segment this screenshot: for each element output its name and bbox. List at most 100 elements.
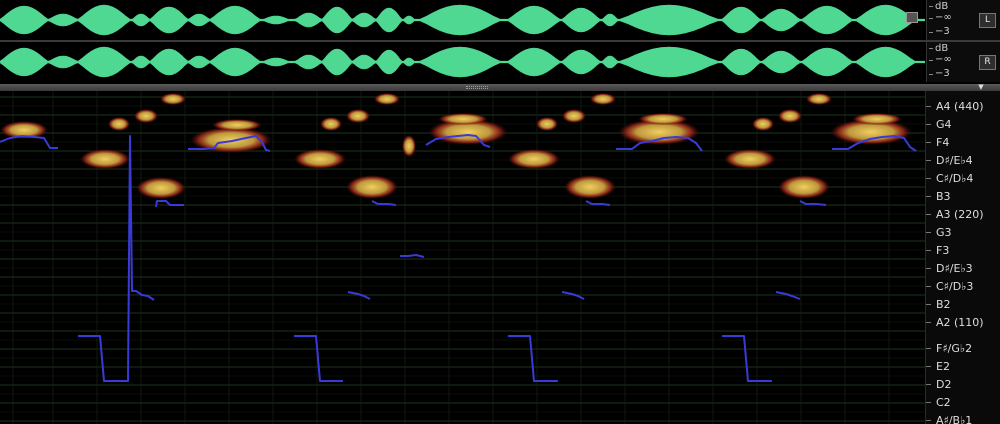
pitch-curve-segment[interactable]	[371, 200, 397, 206]
pitch-curve-segment[interactable]	[188, 135, 271, 152]
waveform-left-channel[interactable]	[0, 0, 925, 40]
meter-scale-mark: −3	[935, 26, 950, 37]
note-tick	[926, 196, 931, 197]
left-channel-button[interactable]: L	[979, 13, 996, 28]
note-label: B3	[936, 190, 951, 203]
spectral-blob	[108, 117, 130, 131]
note-label: D2	[936, 378, 952, 391]
note-label: F4	[936, 136, 950, 149]
pitch-curve-segment[interactable]	[508, 335, 558, 382]
splitter-grip-icon[interactable]	[466, 86, 488, 89]
spectral-blob	[402, 135, 416, 157]
spectral-blob	[724, 149, 776, 169]
meter-tick	[929, 32, 933, 33]
note-tick	[926, 384, 931, 385]
note-label: D♯/E♭3	[936, 262, 973, 275]
waveform-overview[interactable]: dB −∞ −3 L dB −∞ −3 R	[0, 0, 1000, 84]
note-tick	[926, 286, 931, 287]
meter-tick	[929, 74, 933, 75]
spectral-blob	[638, 113, 688, 125]
spectral-energy-layer	[0, 93, 912, 199]
pane-splitter[interactable]	[0, 84, 1000, 91]
note-label: B2	[936, 298, 951, 311]
spectral-blob	[320, 117, 342, 131]
waveform-right-channel[interactable]	[0, 42, 925, 82]
note-tick	[926, 250, 931, 251]
meter-level-readout: −∞	[935, 54, 952, 65]
waveform-left-svg	[0, 4, 925, 36]
note-axis: A4 (440) G4 F4 D♯/E♭4 C♯/D♭4 B3 A3 (220) G3 F3 D♯…	[925, 91, 1000, 424]
spectral-blob	[346, 109, 370, 123]
spectral-blob	[752, 117, 774, 131]
right-channel-button[interactable]: R	[979, 55, 996, 70]
spectral-blob	[160, 93, 186, 105]
pitch-curve-segment[interactable]	[561, 291, 585, 300]
collapse-arrow-icon[interactable]: ▼	[978, 83, 984, 91]
note-label: F♯/G♭2	[936, 342, 973, 355]
pitch-curve-segment[interactable]	[294, 335, 343, 382]
spectral-blob	[136, 177, 186, 199]
meter-unit-label: dB	[935, 1, 949, 12]
note-label: A3 (220)	[936, 208, 984, 221]
note-tick	[926, 420, 931, 421]
note-label: G3	[936, 226, 952, 239]
spectral-blob	[536, 117, 558, 131]
meter-tick	[929, 48, 933, 49]
pitch-curve-segment[interactable]	[155, 200, 184, 208]
waveform-envelope	[0, 4, 925, 36]
pitch-grid	[0, 91, 925, 424]
meter-level-readout: −∞	[935, 12, 952, 23]
track-separator	[0, 40, 1000, 42]
spectral-blob	[374, 93, 400, 105]
pitch-curve-segment[interactable]	[775, 291, 801, 300]
overview-scroll-handle[interactable]	[906, 12, 918, 23]
pitch-curve-segment[interactable]	[78, 135, 155, 382]
note-label: E2	[936, 360, 950, 373]
note-tick	[926, 142, 931, 143]
note-label: C♯/D♭4	[936, 172, 974, 185]
spectral-blob	[778, 109, 802, 123]
note-label: F3	[936, 244, 950, 257]
spectral-blob	[80, 149, 130, 169]
note-tick	[926, 322, 931, 323]
pitch-curve-segment[interactable]	[832, 135, 917, 152]
spectral-blob	[212, 119, 262, 131]
spectral-blob	[508, 149, 560, 169]
note-label: A♯/B♭1	[936, 414, 973, 424]
waveform-envelope	[0, 46, 925, 78]
meter-tick	[929, 6, 933, 7]
level-meter-right: dB −∞ −3 R	[926, 42, 1000, 82]
pitch-curve-segment[interactable]	[799, 200, 827, 206]
pitch-curve-layer[interactable]	[0, 134, 917, 382]
pitch-curve-segment[interactable]	[347, 291, 371, 300]
pitch-spectrogram-svg	[0, 91, 925, 424]
pitch-curve-segment[interactable]	[616, 136, 703, 152]
spectral-blob	[564, 175, 616, 199]
note-label: A4 (440)	[936, 100, 984, 113]
spectral-blob	[294, 149, 346, 169]
note-tick	[926, 160, 931, 161]
note-tick	[926, 268, 931, 269]
spectral-blob	[562, 109, 586, 123]
meter-scale-mark: −3	[935, 68, 950, 79]
spectral-blob	[778, 175, 830, 199]
pitch-curve-segment[interactable]	[722, 335, 772, 382]
note-label: D♯/E♭4	[936, 154, 973, 167]
note-tick	[926, 106, 931, 107]
pitch-curve-segment[interactable]	[425, 134, 491, 148]
note-tick	[926, 348, 931, 349]
spectral-blob	[0, 121, 48, 139]
spectral-blob	[346, 175, 398, 199]
pitch-curve-segment[interactable]	[400, 254, 425, 258]
spectral-blob	[590, 93, 616, 105]
pitch-curve-segment[interactable]	[0, 135, 58, 149]
note-tick	[926, 366, 931, 367]
note-tick	[926, 178, 931, 179]
note-tick	[926, 232, 931, 233]
pitch-editor[interactable]	[0, 91, 925, 424]
spectral-blob	[852, 113, 902, 125]
spectral-blob	[134, 109, 158, 123]
pitch-curve-segment[interactable]	[585, 200, 611, 206]
spectral-blob	[428, 119, 508, 145]
note-label: G4	[936, 118, 952, 131]
